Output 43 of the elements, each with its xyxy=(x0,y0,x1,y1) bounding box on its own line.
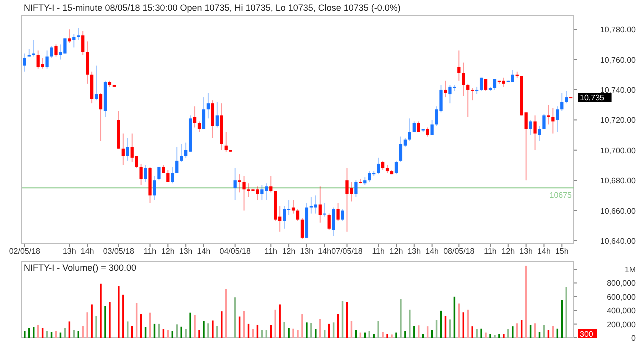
x-tick-label: 12h xyxy=(390,247,404,256)
x-tick-label: 14h xyxy=(426,247,439,256)
x-tick-label: 08/05/18 xyxy=(444,247,476,256)
text: 10,735 xyxy=(580,94,606,103)
x-tick-label: 13h xyxy=(408,247,422,256)
y-tick-label: 10,740.00 xyxy=(600,86,637,95)
y-tick-label: 10,760.00 xyxy=(600,56,637,65)
chart-title: NIFTY-I - Volume() = 300.00 xyxy=(24,263,136,273)
x-tick-label: 15h xyxy=(555,247,569,256)
y-tick-label: 10,680.00 xyxy=(600,176,637,186)
x-tick-label: 02/05/18 xyxy=(9,247,42,256)
y-tick-label: 10,780.00 xyxy=(600,26,637,35)
y-tick-label: 800,000 xyxy=(607,279,637,288)
x-tick-label: 11h xyxy=(372,247,385,256)
x-tick-label: 11h xyxy=(484,247,497,256)
y-tick-label: 200,000 xyxy=(607,320,637,330)
chart-title: NIFTY-I - 15-minute 08/05/18 15:30:00 Open 10735, Hi 10735, Lo 10735, Close 10735 (-0.0%) xyxy=(24,3,401,13)
text: 300 xyxy=(580,330,594,339)
x-tick-label: 04/05/18 xyxy=(220,247,252,256)
y-tick-label: 0 xyxy=(632,334,637,343)
ref-line-label: 10675 xyxy=(550,191,573,200)
y-tick-label: 1M xyxy=(624,266,636,275)
x-tick-label: 13h xyxy=(300,247,314,256)
x-tick-label: 07/05/18 xyxy=(332,247,364,256)
x-tick-label: 13h xyxy=(179,247,193,256)
y-tick-label: 10,660.00 xyxy=(600,206,637,216)
x-tick-label: 13h xyxy=(63,247,76,256)
y-tick-label: 10,700.00 xyxy=(600,146,637,156)
x-tick-label: 12h xyxy=(161,247,175,256)
x-tick-label: 14h xyxy=(538,247,551,256)
x-tick-label: 14h xyxy=(80,247,94,256)
y-tick-label: 10,720.00 xyxy=(600,116,637,126)
y-tick-label: 400,000 xyxy=(607,306,637,316)
x-tick-label: 13h xyxy=(520,247,533,256)
x-tick-label: 14h xyxy=(318,247,332,256)
x-tick-label: 12h xyxy=(502,247,516,256)
x-tick-label: 11h xyxy=(264,247,278,256)
x-tick-label: 12h xyxy=(282,247,296,256)
y-tick-label: 600,000 xyxy=(607,292,637,302)
y-tick-label: 10,640.00 xyxy=(600,236,637,246)
x-tick-label: 11h xyxy=(144,247,157,256)
x-tick-label: 03/05/18 xyxy=(103,247,136,256)
x-tick-label: 14h xyxy=(197,247,211,256)
